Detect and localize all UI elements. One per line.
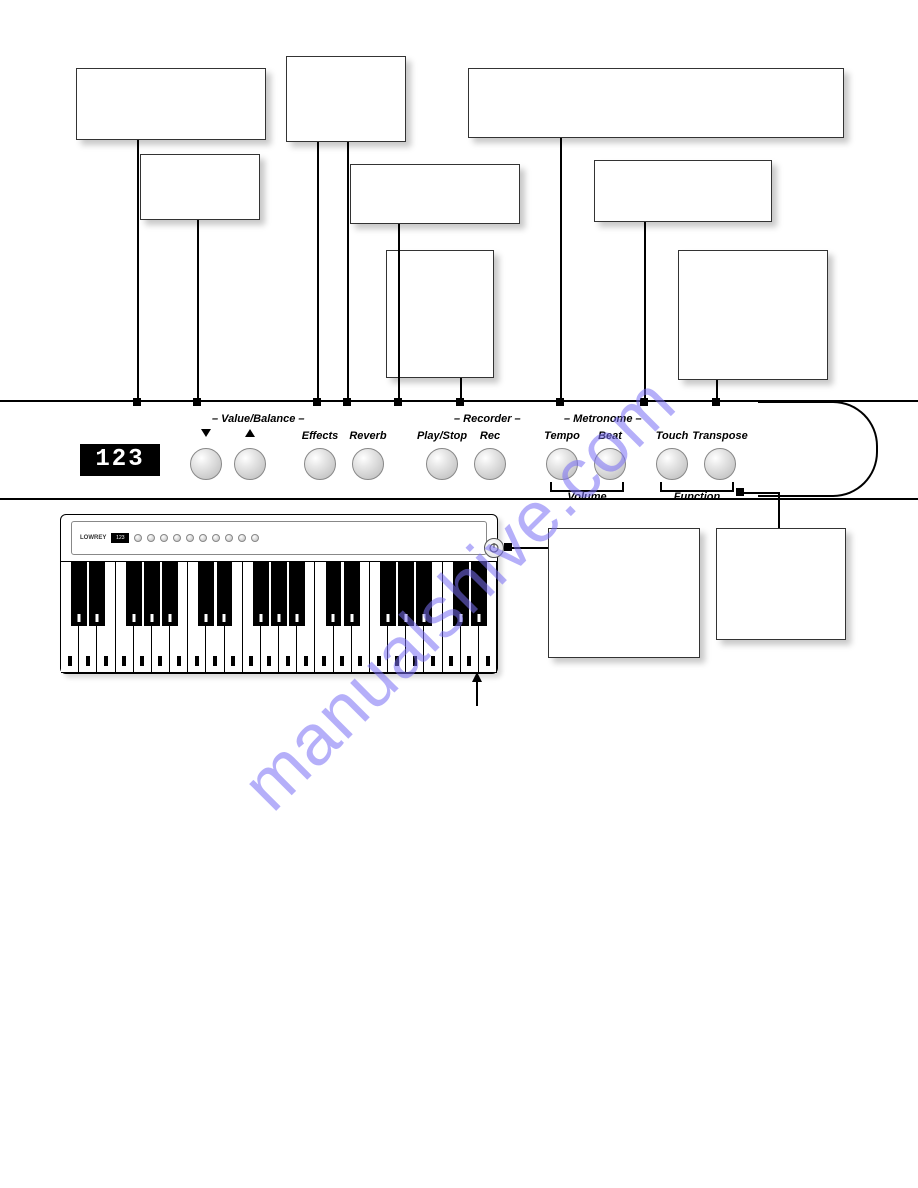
callout-value-balance — [140, 154, 260, 220]
mini-knob — [238, 534, 246, 542]
mini-knob — [212, 534, 220, 542]
volume-bracket-label: Volume — [567, 491, 606, 503]
leader — [398, 224, 400, 402]
control-panel: 123 – Value/Balance – – Recorder – – Met… — [0, 400, 918, 500]
black-key — [471, 561, 487, 626]
black-key — [289, 561, 305, 626]
leader — [197, 220, 199, 402]
mini-knob — [251, 534, 259, 542]
mini-knob — [160, 534, 168, 542]
callout-function — [716, 528, 846, 640]
black-key — [380, 561, 396, 626]
leader — [644, 222, 646, 402]
callout-rec — [386, 250, 494, 378]
value-balance-label: – Value/Balance – — [212, 413, 305, 425]
black-key — [398, 561, 414, 626]
black-key — [453, 561, 469, 626]
black-key — [271, 561, 287, 626]
numeric-display: 123 — [80, 444, 160, 476]
black-key — [89, 561, 105, 626]
black-key — [416, 561, 432, 626]
recorder-group-label: – Recorder – — [454, 413, 521, 425]
middle-c-leader — [476, 680, 478, 706]
mini-brand-label: LOWREY — [80, 535, 106, 541]
keyboard-illustration: LOWREY 123 — [60, 514, 498, 674]
callout-play-stop — [350, 164, 520, 224]
power-icon — [488, 542, 500, 554]
black-key — [217, 561, 233, 626]
transpose-knob[interactable] — [704, 448, 736, 480]
touch-knob[interactable] — [656, 448, 688, 480]
mini-control-panel: LOWREY 123 — [71, 521, 487, 555]
black-key — [326, 561, 342, 626]
callout-touch — [594, 160, 772, 222]
function-leader — [740, 492, 780, 528]
beat-knob[interactable] — [594, 448, 626, 480]
tempo-knob[interactable] — [546, 448, 578, 480]
keyboard-keys — [61, 561, 497, 673]
play-stop-knob[interactable] — [426, 448, 458, 480]
reverb-label: Reverb — [349, 430, 386, 442]
play-stop-label: Play/Stop — [417, 430, 467, 442]
panel-inner: 123 – Value/Balance – – Recorder – – Met… — [60, 402, 844, 498]
arrow-up-icon — [472, 672, 482, 682]
effects-label: Effects — [302, 430, 338, 442]
mini-knob — [173, 534, 181, 542]
mini-display: 123 — [111, 533, 129, 543]
black-key — [253, 561, 269, 626]
mini-knob — [186, 534, 194, 542]
leader-end — [736, 488, 744, 496]
black-key — [126, 561, 142, 626]
leader-end — [504, 543, 512, 551]
mini-knob — [225, 534, 233, 542]
value-down-knob[interactable] — [190, 448, 222, 480]
power-leader — [508, 547, 548, 549]
power-button[interactable] — [484, 538, 504, 558]
function-bracket-label: Function — [674, 491, 720, 503]
leader — [560, 138, 562, 402]
touch-label: Touch — [656, 430, 689, 442]
metronome-group-label: – Metronome – — [564, 413, 642, 425]
reverb-knob[interactable] — [352, 448, 384, 480]
callout-transpose — [678, 250, 828, 380]
mini-knob — [134, 534, 142, 542]
mini-knob — [147, 534, 155, 542]
leader — [317, 142, 319, 402]
callout-effects-reverb — [286, 56, 406, 142]
value-up-knob[interactable] — [234, 448, 266, 480]
tempo-label: Tempo — [544, 430, 580, 442]
callout-power — [548, 528, 700, 658]
black-key — [144, 561, 160, 626]
mini-knob — [199, 534, 207, 542]
rec-knob[interactable] — [474, 448, 506, 480]
leader — [347, 142, 349, 402]
callout-metronome — [468, 68, 844, 138]
rec-label: Rec — [480, 430, 500, 442]
callout-display — [76, 68, 266, 140]
transpose-label: Transpose — [692, 430, 747, 442]
black-key — [162, 561, 178, 626]
black-key — [198, 561, 214, 626]
black-key — [344, 561, 360, 626]
leader — [137, 140, 139, 402]
black-key — [71, 561, 87, 626]
effects-knob[interactable] — [304, 448, 336, 480]
beat-label: Beat — [598, 430, 622, 442]
